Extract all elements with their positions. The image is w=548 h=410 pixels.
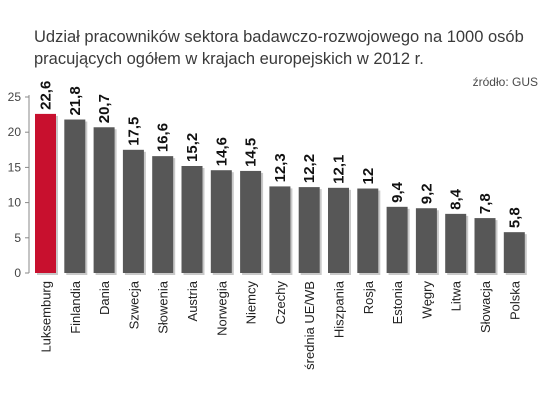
bar bbox=[35, 113, 56, 273]
bar bbox=[181, 165, 203, 273]
bar bbox=[93, 127, 115, 273]
bar bbox=[269, 186, 291, 273]
data-label: 17,5 bbox=[125, 117, 142, 146]
y-tick-label: 0 bbox=[14, 266, 21, 280]
y-tick-label: 5 bbox=[14, 231, 21, 245]
category-label: Austria bbox=[185, 280, 200, 321]
category-label: Dania bbox=[97, 280, 112, 315]
data-label: 9,2 bbox=[418, 183, 435, 204]
category-label: Słowacja bbox=[478, 280, 493, 333]
bar bbox=[503, 232, 525, 273]
chart-title: Udział pracowników sektora badawczo-rozw… bbox=[34, 28, 524, 68]
data-label: 16,6 bbox=[155, 123, 172, 152]
data-label: 15,2 bbox=[184, 133, 201, 162]
data-label: 12,3 bbox=[272, 153, 289, 182]
data-label: 22,6 bbox=[37, 81, 54, 110]
bar bbox=[152, 156, 174, 273]
bar bbox=[64, 119, 86, 273]
y-tick-label: 10 bbox=[8, 196, 22, 210]
bar bbox=[298, 187, 320, 273]
category-label: średnia UE/WB bbox=[302, 281, 317, 370]
category-label: Luksemburg bbox=[39, 281, 54, 353]
category-label: Litwa bbox=[449, 280, 464, 311]
category-label: Węgry bbox=[419, 281, 434, 319]
bar bbox=[122, 149, 144, 273]
category-label: Szwecja bbox=[126, 280, 141, 329]
data-label: 20,7 bbox=[96, 94, 113, 123]
data-label: 14,6 bbox=[213, 137, 230, 166]
bar bbox=[328, 187, 349, 273]
source-note: źródło: GUS bbox=[472, 75, 538, 89]
bar bbox=[357, 188, 379, 273]
category-label: Rosja bbox=[361, 280, 376, 314]
bar bbox=[474, 218, 496, 273]
bar bbox=[386, 206, 408, 273]
category-label: Norwegia bbox=[214, 280, 229, 336]
y-tick-label: 25 bbox=[8, 90, 22, 104]
data-label: 7,8 bbox=[477, 193, 494, 214]
y-tick-label: 20 bbox=[8, 125, 22, 139]
bar bbox=[210, 170, 232, 273]
bar bbox=[445, 213, 467, 273]
bar bbox=[415, 208, 437, 273]
category-label: Estonia bbox=[390, 280, 405, 324]
data-label: 8,4 bbox=[448, 188, 465, 210]
data-label: 5,8 bbox=[506, 207, 523, 228]
category-label: Polska bbox=[507, 280, 522, 320]
category-label: Finlandia bbox=[68, 280, 83, 334]
data-label: 14,5 bbox=[243, 138, 260, 167]
data-label: 12,2 bbox=[301, 154, 318, 183]
category-label: Czechy bbox=[273, 281, 288, 325]
bar bbox=[240, 170, 262, 273]
y-tick-label: 15 bbox=[8, 160, 22, 174]
category-label: Niemcy bbox=[244, 281, 259, 325]
category-label: Hiszpania bbox=[332, 280, 347, 338]
data-label: 21,8 bbox=[67, 86, 84, 115]
data-label: 12,1 bbox=[331, 155, 348, 184]
category-label: Słowenia bbox=[156, 280, 171, 334]
data-label: 12 bbox=[360, 168, 377, 185]
data-label: 9,4 bbox=[389, 181, 406, 203]
